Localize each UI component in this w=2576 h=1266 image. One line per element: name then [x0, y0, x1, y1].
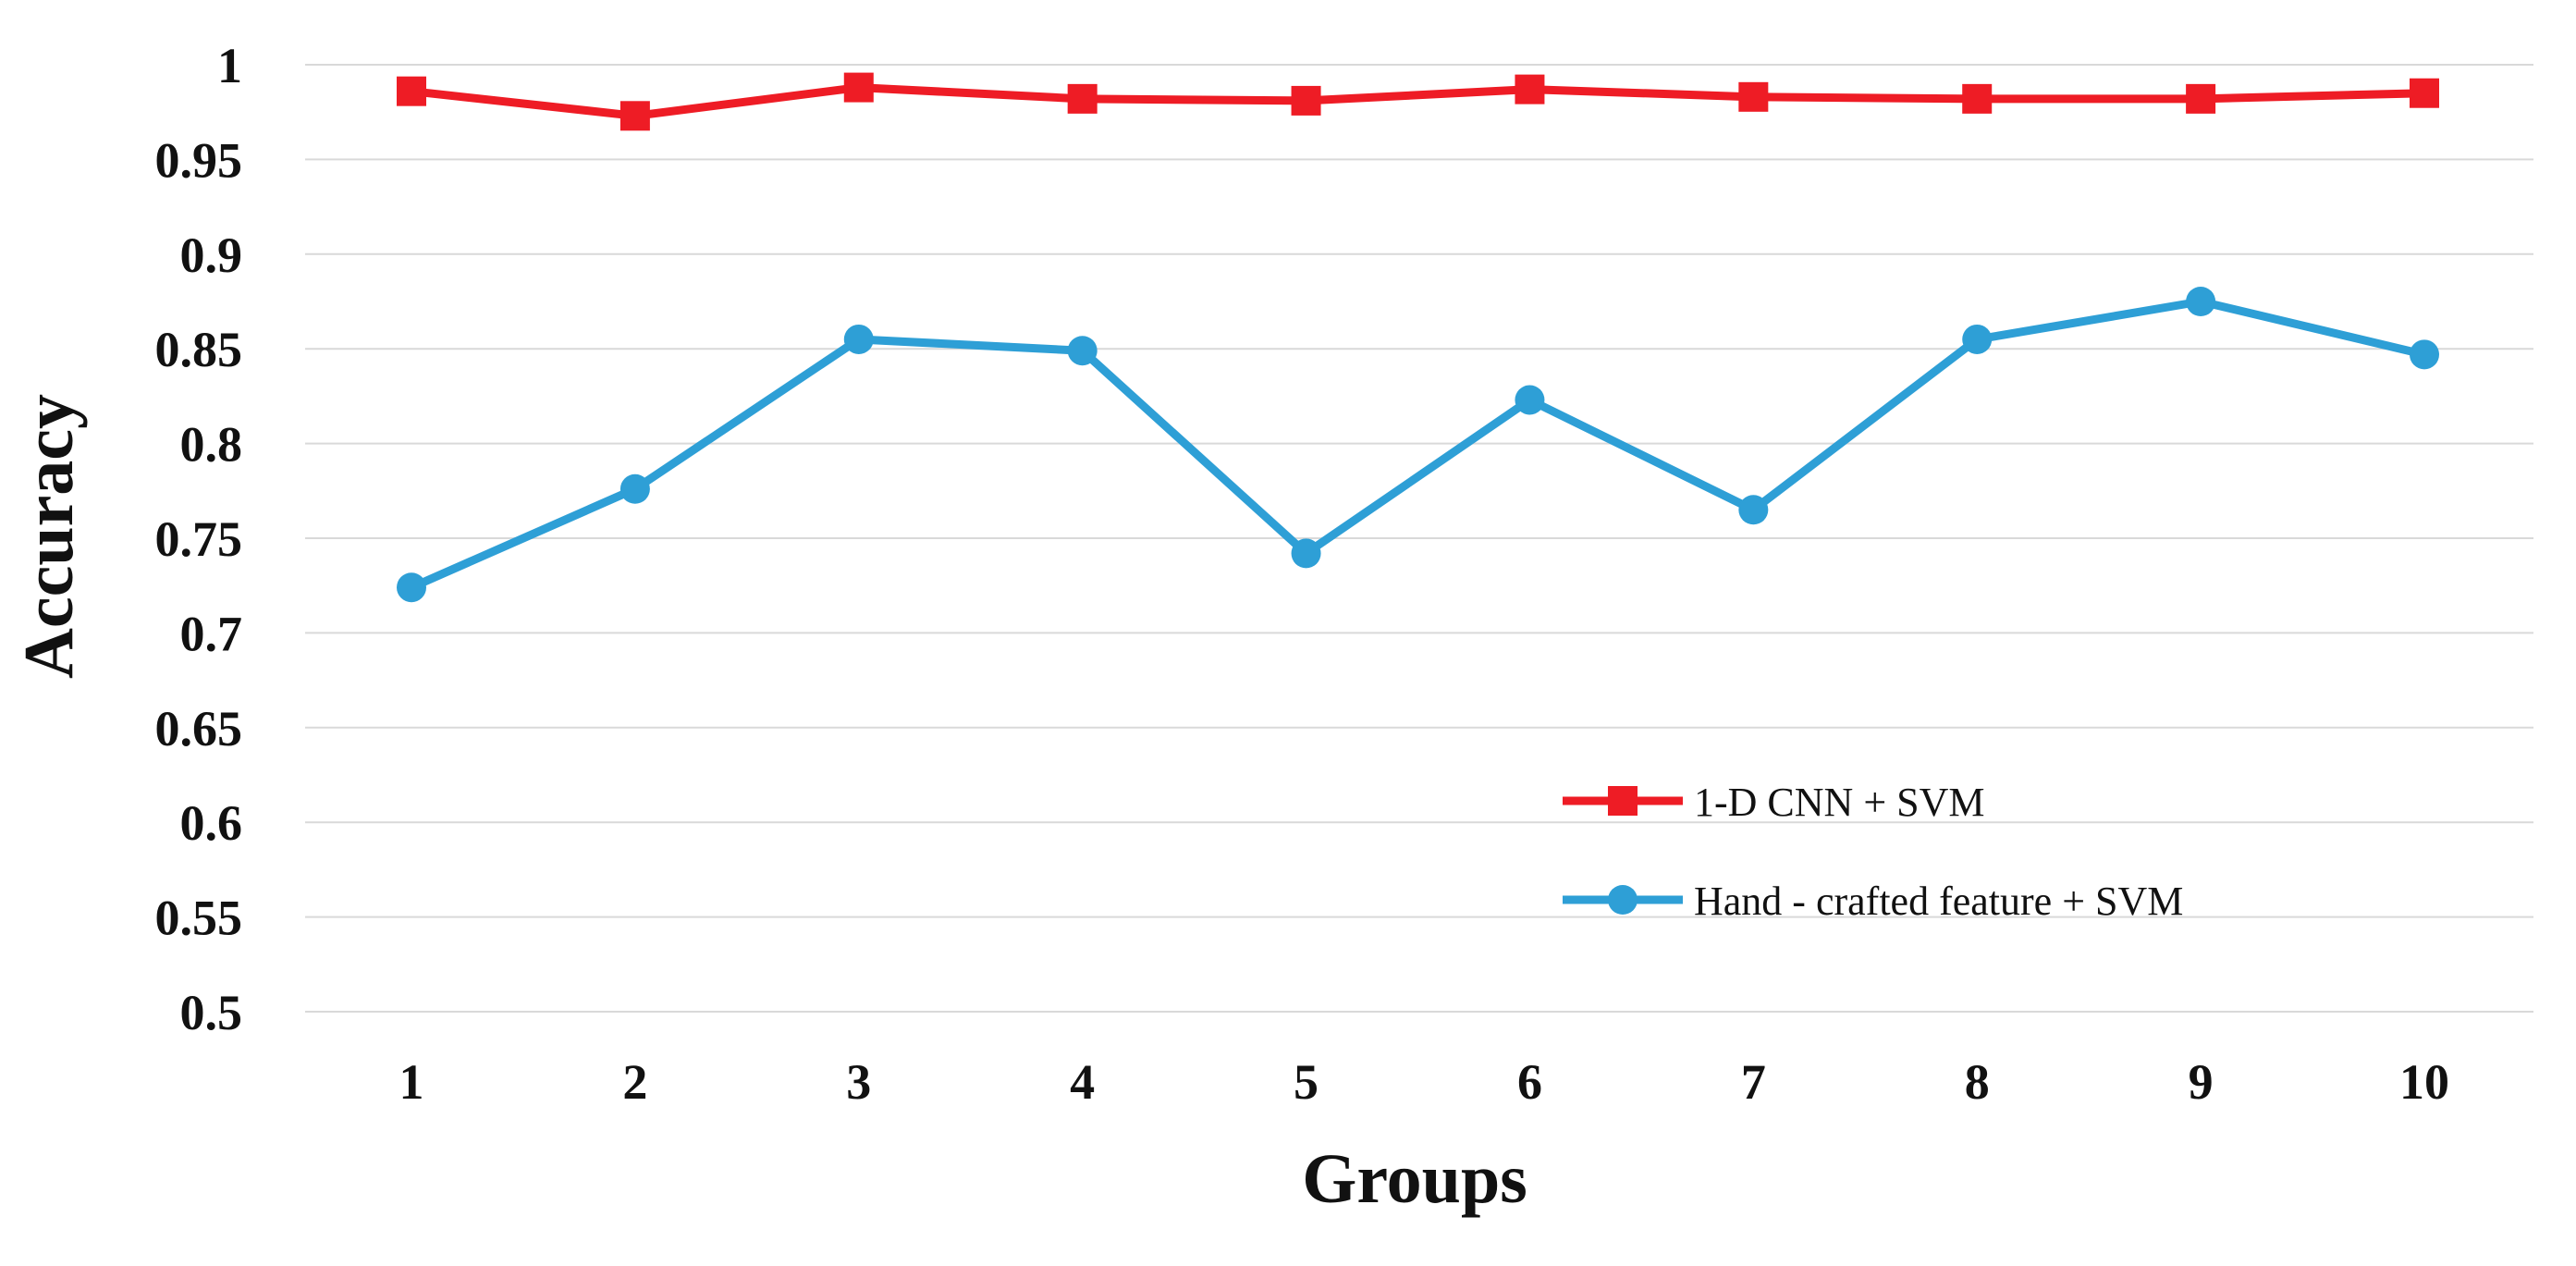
- legend-label-cnn: 1-D CNN + SVM: [1694, 780, 1985, 825]
- series-line: [407, 83, 2429, 120]
- y-tick-label: 1: [217, 38, 242, 93]
- data-point-square: [397, 76, 426, 106]
- data-point-square: [843, 72, 874, 103]
- data-point-square: [1738, 81, 1769, 112]
- grid-lines: [305, 64, 2533, 1013]
- data-point-circle: [843, 324, 874, 354]
- x-tick-label: 10: [2399, 1054, 2449, 1110]
- data-point-circle: [1067, 336, 1098, 366]
- x-tick-label: 5: [1294, 1054, 1319, 1110]
- data-point-square: [1291, 85, 1321, 116]
- y-tick-label: 0.5: [180, 985, 243, 1040]
- x-tick-label: 4: [1070, 1054, 1095, 1110]
- y-axis-ticks: 0.5 0.55 0.6 0.65 0.7 0.75 0.8 0.85 0.9 0.95 1: [155, 38, 243, 1040]
- y-tick-label: 0.9: [180, 227, 243, 283]
- series-0: [397, 72, 2439, 131]
- y-tick-label: 0.95: [155, 132, 243, 188]
- x-tick-label: 1: [399, 1054, 424, 1110]
- data-point-square: [2186, 83, 2216, 114]
- x-tick-label: 8: [1965, 1054, 1990, 1110]
- x-axis-ticks: 1 2 3 4 5 6 7 8 9 10: [399, 1054, 2450, 1110]
- data-point-square: [1515, 74, 1545, 104]
- data-point-square: [2410, 78, 2439, 108]
- legend-label-handcrafted: Hand - crafted feature + SVM: [1694, 879, 2183, 924]
- data-point-circle: [619, 473, 650, 504]
- legend-marker-circle: [1608, 885, 1638, 915]
- x-tick-label: 6: [1517, 1054, 1542, 1110]
- series-line: [407, 297, 2429, 592]
- data-point-circle: [397, 572, 426, 603]
- data-point-circle: [1962, 324, 1993, 354]
- y-tick-label: 0.65: [155, 701, 243, 756]
- x-tick-label: 9: [2189, 1054, 2214, 1110]
- y-tick-label: 0.6: [180, 795, 243, 851]
- y-tick-label: 0.55: [155, 891, 243, 946]
- y-tick-label: 0.8: [180, 417, 243, 473]
- legend: 1-D CNN + SVM Hand - crafted feature + S…: [1563, 780, 2183, 924]
- series-group: [397, 72, 2439, 603]
- data-point-square: [619, 101, 650, 131]
- x-tick-label: 3: [846, 1054, 871, 1110]
- y-tick-label: 0.75: [155, 511, 243, 567]
- x-tick-label: 7: [1741, 1054, 1766, 1110]
- y-axis-title: Accuracy: [10, 394, 88, 679]
- x-axis-title: Groups: [1302, 1140, 1527, 1218]
- y-tick-label: 0.85: [155, 322, 243, 377]
- series-1: [397, 287, 2439, 603]
- data-point-circle: [1738, 495, 1769, 525]
- y-tick-label: 0.7: [180, 606, 243, 661]
- data-point-square: [1962, 83, 1993, 114]
- data-point-circle: [1515, 385, 1545, 415]
- legend-item-cnn: 1-D CNN + SVM: [1563, 780, 1985, 825]
- data-point-circle: [2186, 287, 2216, 316]
- x-tick-label: 2: [622, 1054, 647, 1110]
- legend-item-handcrafted: Hand - crafted feature + SVM: [1563, 879, 2183, 924]
- data-point-circle: [2410, 339, 2439, 370]
- data-point-circle: [1291, 538, 1321, 569]
- legend-marker-square: [1608, 786, 1638, 816]
- data-point-square: [1067, 83, 1098, 114]
